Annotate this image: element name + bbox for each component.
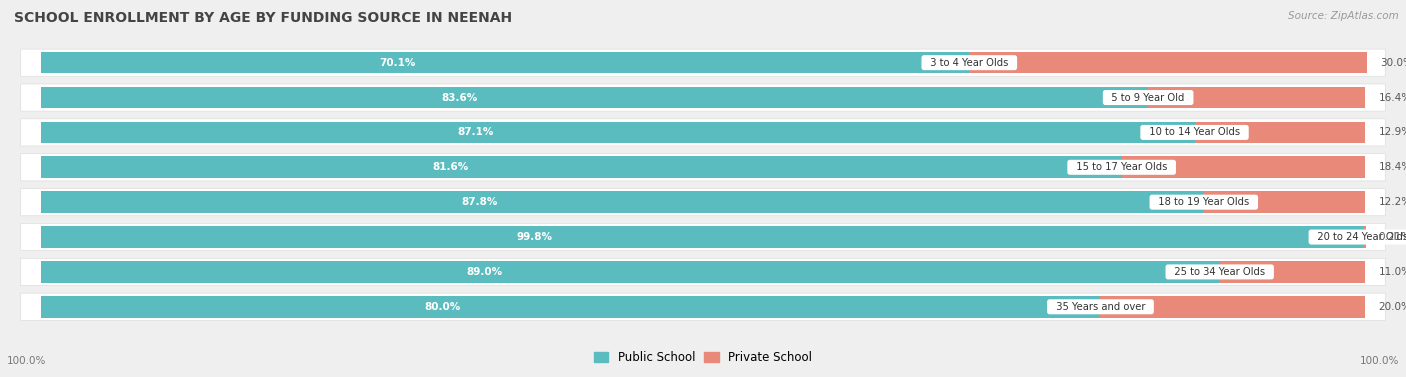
Bar xyxy=(1195,122,1365,143)
Text: 12.2%: 12.2% xyxy=(1379,197,1406,207)
Text: 80.0%: 80.0% xyxy=(425,302,461,312)
Bar xyxy=(41,87,1149,108)
Text: 12.9%: 12.9% xyxy=(1379,127,1406,138)
Bar xyxy=(969,52,1367,74)
Text: 99.8%: 99.8% xyxy=(516,232,553,242)
Bar xyxy=(41,122,1195,143)
Text: 0.21%: 0.21% xyxy=(1379,232,1406,242)
Bar xyxy=(41,261,1220,283)
Bar xyxy=(41,52,969,74)
Text: 25 to 34 Year Olds: 25 to 34 Year Olds xyxy=(1168,267,1271,277)
Text: 15 to 17 Year Olds: 15 to 17 Year Olds xyxy=(1070,162,1174,172)
FancyBboxPatch shape xyxy=(21,119,1385,146)
Text: 89.0%: 89.0% xyxy=(467,267,502,277)
Bar xyxy=(41,296,1101,317)
FancyBboxPatch shape xyxy=(21,84,1385,111)
FancyBboxPatch shape xyxy=(21,188,1385,216)
FancyBboxPatch shape xyxy=(21,293,1385,320)
Text: 83.6%: 83.6% xyxy=(441,92,478,103)
Text: 20 to 24 Year Olds: 20 to 24 Year Olds xyxy=(1312,232,1406,242)
Text: 20.0%: 20.0% xyxy=(1379,302,1406,312)
Bar xyxy=(1122,156,1365,178)
Bar xyxy=(1101,296,1365,317)
Text: 100.0%: 100.0% xyxy=(1360,356,1399,366)
Bar xyxy=(1149,87,1365,108)
Text: SCHOOL ENROLLMENT BY AGE BY FUNDING SOURCE IN NEENAH: SCHOOL ENROLLMENT BY AGE BY FUNDING SOUR… xyxy=(14,11,512,25)
Text: 30.0%: 30.0% xyxy=(1381,58,1406,68)
Text: 100.0%: 100.0% xyxy=(7,356,46,366)
Bar xyxy=(41,226,1362,248)
Text: 11.0%: 11.0% xyxy=(1379,267,1406,277)
Text: 10 to 14 Year Olds: 10 to 14 Year Olds xyxy=(1143,127,1246,138)
Text: 87.8%: 87.8% xyxy=(461,197,498,207)
Text: 3 to 4 Year Olds: 3 to 4 Year Olds xyxy=(924,58,1015,68)
Text: 35 Years and over: 35 Years and over xyxy=(1050,302,1152,312)
FancyBboxPatch shape xyxy=(21,224,1385,251)
Legend: Public School, Private School: Public School, Private School xyxy=(589,346,817,369)
Text: 87.1%: 87.1% xyxy=(458,127,494,138)
FancyBboxPatch shape xyxy=(21,258,1385,285)
Text: Source: ZipAtlas.com: Source: ZipAtlas.com xyxy=(1288,11,1399,21)
Text: 81.6%: 81.6% xyxy=(432,162,468,172)
Text: 70.1%: 70.1% xyxy=(378,58,415,68)
Bar xyxy=(41,156,1122,178)
Text: 16.4%: 16.4% xyxy=(1379,92,1406,103)
Text: 18.4%: 18.4% xyxy=(1379,162,1406,172)
Bar xyxy=(1362,226,1365,248)
FancyBboxPatch shape xyxy=(21,49,1385,76)
Bar xyxy=(41,192,1204,213)
Bar xyxy=(1204,192,1365,213)
FancyBboxPatch shape xyxy=(21,154,1385,181)
Text: 18 to 19 Year Olds: 18 to 19 Year Olds xyxy=(1152,197,1256,207)
Text: 5 to 9 Year Old: 5 to 9 Year Old xyxy=(1105,92,1191,103)
Bar xyxy=(1220,261,1365,283)
